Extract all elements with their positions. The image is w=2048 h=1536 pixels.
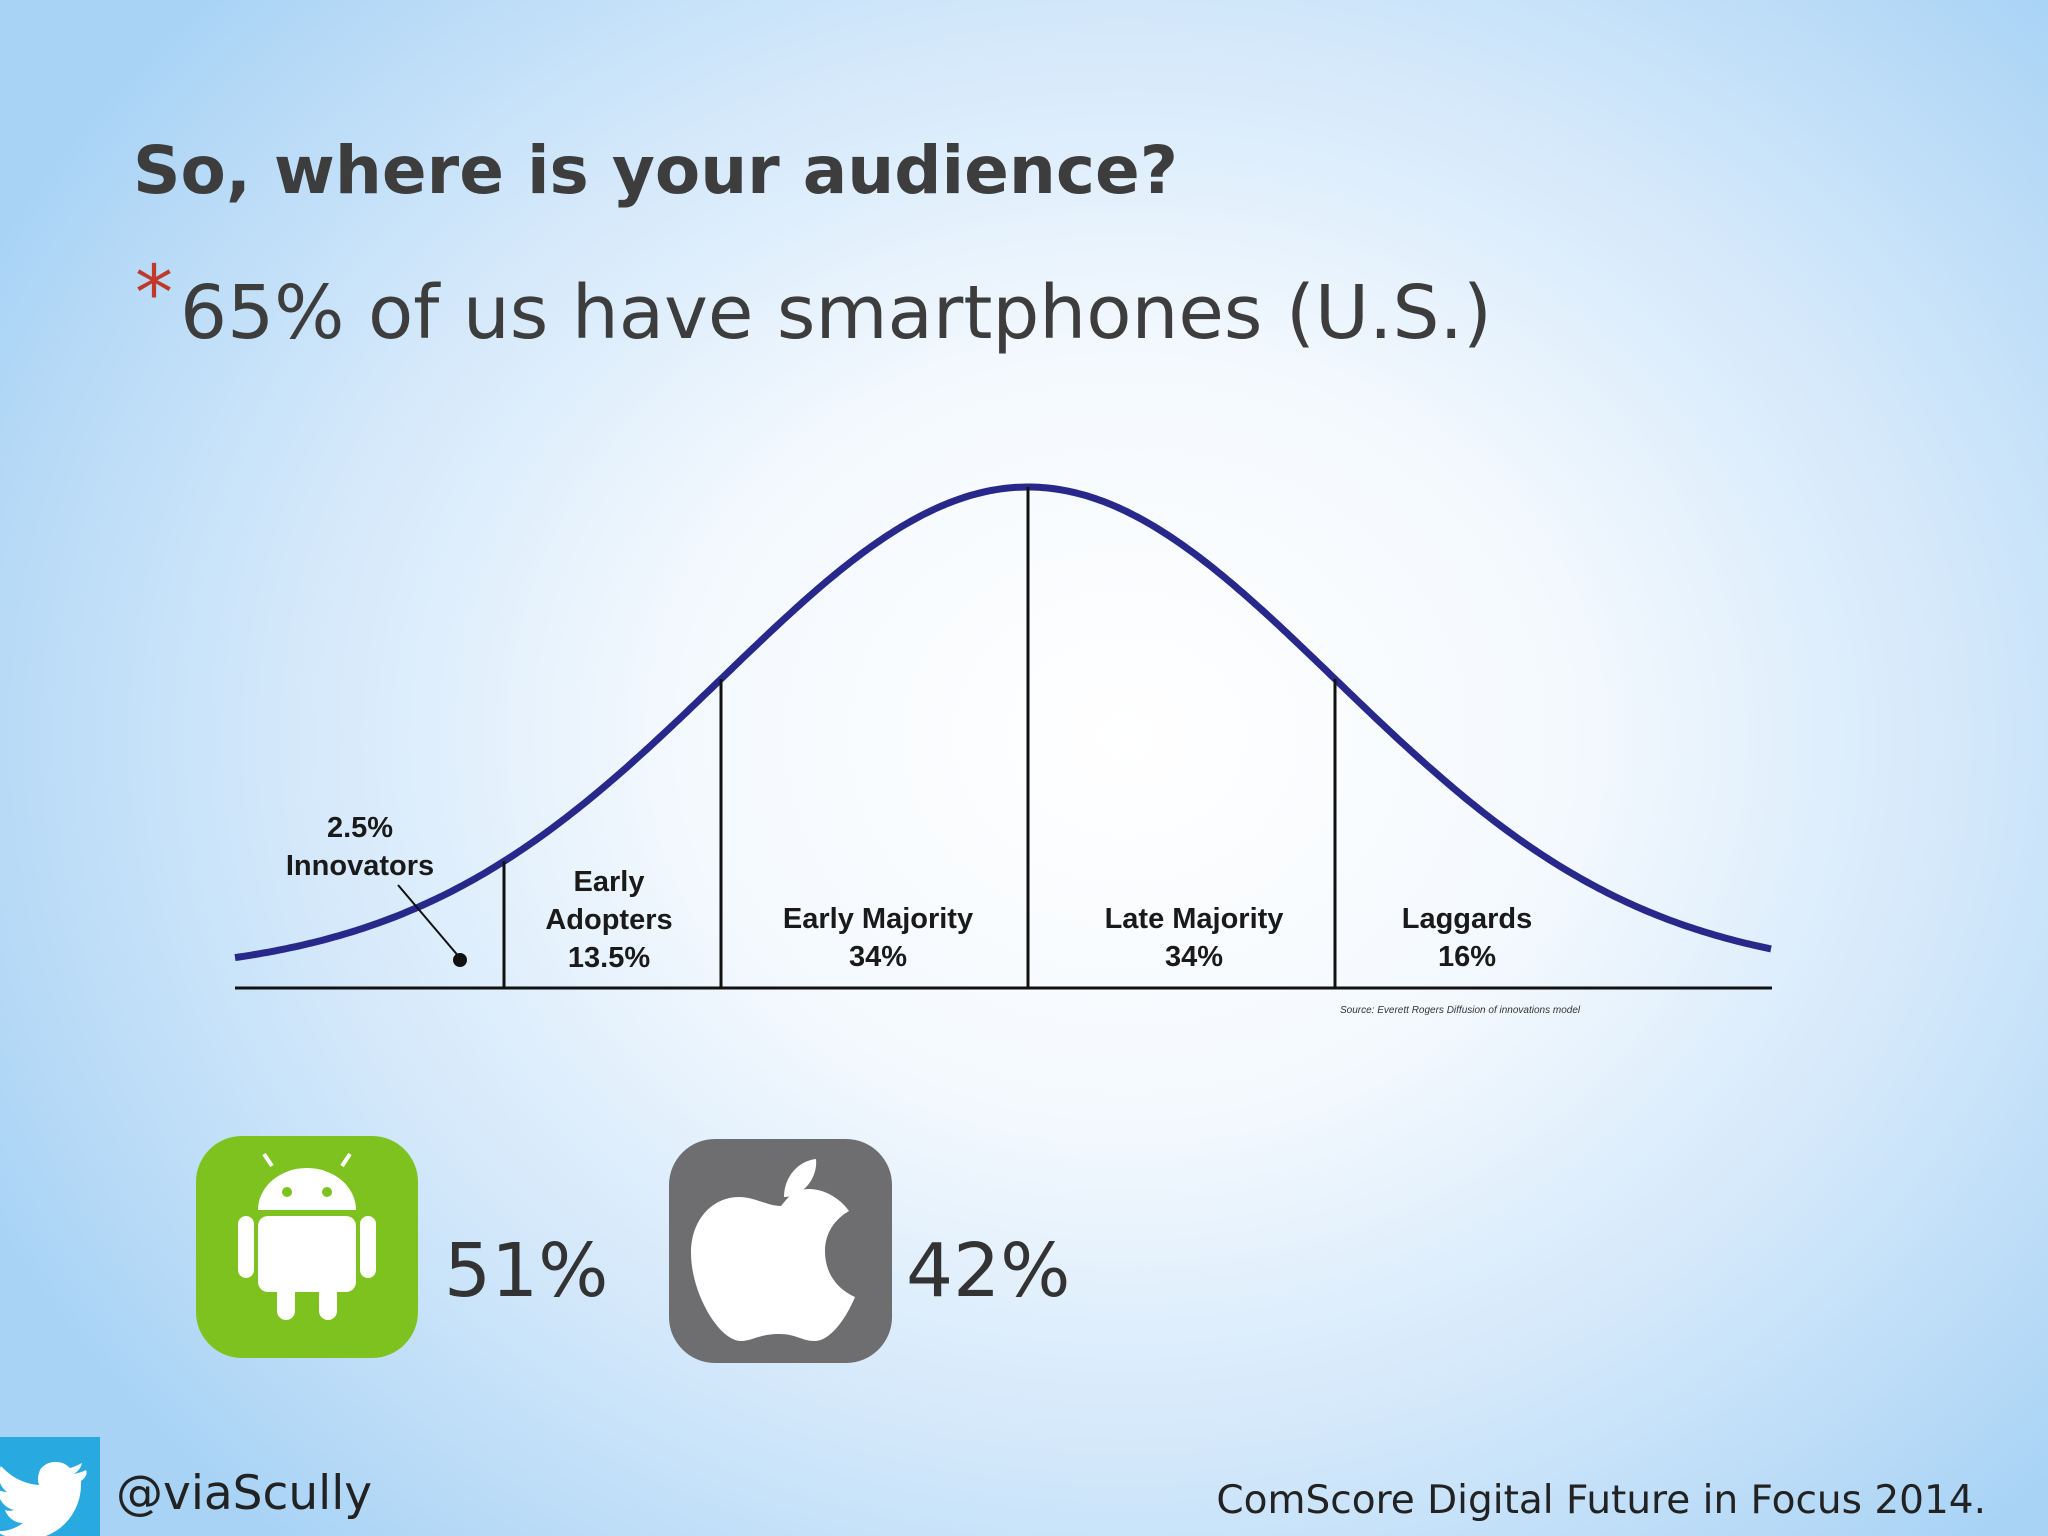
segment-label: 2.5% Innovators (286, 809, 434, 885)
segment-share: 34% (848, 941, 908, 973)
apple-icon (669, 1139, 892, 1363)
segment-name: Early Majority (782, 903, 974, 935)
segment-name: Laggards (1401, 903, 1533, 935)
bullet-text: 65% of us have smartphones (U.S.) (180, 270, 1492, 356)
segment-share: 34% (1164, 941, 1224, 973)
diagram-source: Source: Everett Rogers Diffusion of inno… (1340, 1005, 1581, 1016)
segment-share: 16% (1437, 941, 1497, 973)
segment-name: Innovators (285, 850, 435, 882)
bell-curve (234, 483, 1772, 962)
citation: ComScore Digital Future in Focus 2014. (1216, 1478, 1986, 1523)
apple-share: 42% (906, 1228, 1071, 1314)
segment-share: 13.5% (567, 942, 651, 974)
segment-label: Laggards 16% (1402, 900, 1533, 976)
segment-name: Early Adopters (545, 866, 673, 936)
slide-title: So, where is your audience? (133, 132, 1179, 209)
segment-label: Early Majority 34% (783, 900, 973, 976)
android-share: 51% (444, 1228, 609, 1314)
segment-share: 2.5% (326, 812, 394, 844)
twitter-handle: @viaScully (116, 1466, 373, 1521)
twitter-badge (0, 1437, 100, 1536)
leader-line (397, 884, 461, 959)
android-icon (196, 1136, 418, 1358)
segment-label: Early Adopters 13.5% (539, 863, 679, 977)
segment-name: Late Majority (1104, 903, 1284, 935)
segment-label: Late Majority 34% (1105, 900, 1284, 976)
leader-dot (453, 953, 467, 967)
bullet-marker: * (135, 248, 173, 337)
